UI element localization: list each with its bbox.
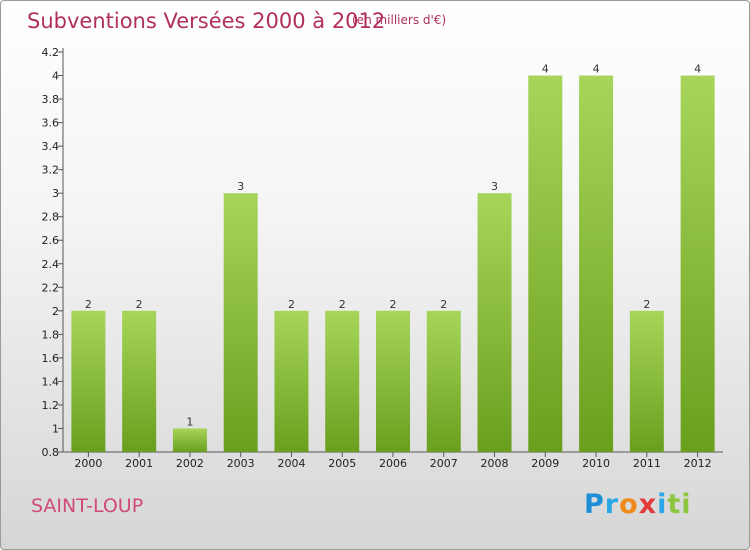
x-tick-label: 2005: [328, 457, 356, 470]
x-tick-label: 2002: [176, 457, 204, 470]
logo-letter: o: [619, 489, 639, 520]
logo-letter: i: [681, 489, 692, 520]
logo-letter: r: [604, 489, 620, 520]
y-tick-label: 2.6: [42, 234, 60, 247]
y-tick-label: 0.8: [42, 446, 60, 459]
unit-note: (en milliers d'€): [352, 13, 447, 27]
y-tick-label: 3: [52, 187, 59, 200]
logo-letter: t: [667, 489, 682, 520]
x-tick-label: 2011: [633, 457, 661, 470]
bar-value-label: 2: [643, 298, 650, 311]
x-tick-label: 2008: [481, 457, 509, 470]
proxiti-logo: Proxiti: [584, 489, 692, 520]
y-tick-label: 2.2: [42, 281, 60, 294]
bar-2001: [122, 310, 157, 452]
bar-2004: [274, 310, 309, 452]
x-tick-label: 2003: [227, 457, 255, 470]
x-tick-label: 2006: [379, 457, 407, 470]
bar-2005: [325, 310, 360, 452]
y-tick-label: 2: [52, 305, 59, 318]
y-tick-label: 2.4: [42, 258, 60, 271]
y-tick-label: 2.8: [42, 211, 60, 224]
bar-value-label: 2: [440, 298, 447, 311]
bar-value-label: 2: [288, 298, 295, 311]
bar-2009: [528, 75, 563, 452]
bar-value-label: 4: [694, 63, 701, 76]
x-tick-label: 2010: [582, 457, 610, 470]
bar-2012: [680, 75, 715, 452]
y-tick-label: 1.8: [42, 328, 60, 341]
bar-2011: [629, 310, 664, 452]
x-tick-label: 2007: [430, 457, 458, 470]
y-tick-label: 3.2: [42, 164, 60, 177]
bar-value-label: 2: [136, 298, 143, 311]
bar-value-label: 1: [186, 415, 193, 428]
bar-value-label: 2: [85, 298, 92, 311]
bar-value-label: 4: [542, 63, 549, 76]
y-tick-label: 3.8: [42, 93, 60, 106]
x-tick-label: 2012: [684, 457, 712, 470]
y-tick-label: 4: [52, 70, 59, 83]
bar-2010: [579, 75, 614, 452]
bar-2003: [223, 193, 258, 453]
bar-value-label: 4: [593, 63, 600, 76]
y-tick-label: 3.6: [42, 117, 60, 130]
logo-letter: P: [584, 489, 605, 520]
x-tick-label: 2004: [277, 457, 305, 470]
y-tick-label: 3.4: [42, 140, 60, 153]
x-tick-label: 2009: [531, 457, 559, 470]
y-tick-label: 1: [52, 422, 59, 435]
bar-2008: [477, 193, 512, 453]
bar-value-label: 3: [491, 180, 498, 193]
x-tick-label: 2001: [125, 457, 153, 470]
bar-2002: [172, 428, 207, 452]
y-tick-label: 1.2: [42, 399, 60, 412]
chart-title: Subventions Versées 2000 à 2012: [27, 9, 386, 33]
bar-2000: [71, 310, 106, 452]
bar-value-label: 2: [339, 298, 346, 311]
y-tick-label: 1.6: [42, 352, 60, 365]
x-tick-label: 2000: [74, 457, 102, 470]
place-name: SAINT-LOUP: [31, 495, 144, 517]
bar-2007: [426, 310, 461, 452]
bar-2006: [376, 310, 410, 452]
bar-value-label: 2: [390, 298, 397, 311]
bar-value-label: 3: [237, 180, 244, 193]
y-tick-label: 4.2: [42, 46, 60, 59]
logo-letter: x: [638, 489, 658, 520]
logo-letter: i: [657, 489, 668, 520]
y-tick-label: 1.4: [42, 375, 60, 388]
